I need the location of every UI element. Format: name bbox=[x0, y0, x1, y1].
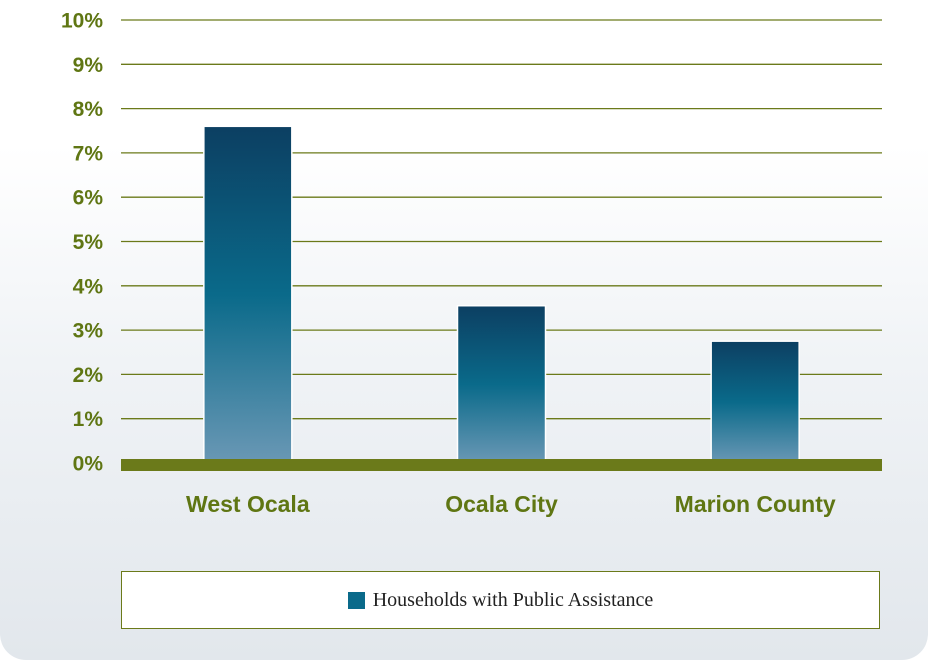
bars bbox=[203, 125, 800, 464]
legend-swatch bbox=[347, 591, 365, 609]
x-axis bbox=[121, 459, 882, 471]
x-axis-baseline bbox=[121, 459, 882, 471]
y-tick-label: 5% bbox=[73, 231, 104, 254]
bar-chart: 0% 1% 2% 3% 4% 5% 6% 7% 8% 9% 10% West Ocala Ocala … bbox=[61, 10, 882, 517]
bar bbox=[203, 125, 293, 464]
category-labels: West Ocala Ocala City Marion County bbox=[186, 491, 836, 517]
legend: Households with Public Assistance bbox=[121, 571, 880, 629]
y-tick-label: 3% bbox=[73, 320, 104, 343]
category-label: West Ocala bbox=[186, 491, 310, 517]
y-tick-label: 6% bbox=[73, 187, 104, 210]
bar bbox=[710, 340, 800, 464]
legend-label: Households with Public Assistance bbox=[372, 588, 654, 611]
category-label: Ocala City bbox=[445, 491, 558, 517]
y-tick-label: 7% bbox=[73, 142, 104, 165]
y-tick-label: 9% bbox=[73, 54, 104, 77]
y-tick-label: 10% bbox=[61, 10, 103, 33]
y-tick-label: 4% bbox=[73, 275, 104, 298]
category-label: Marion County bbox=[675, 491, 836, 517]
y-tick-label: 1% bbox=[73, 408, 104, 431]
y-tick-label: 2% bbox=[73, 364, 104, 387]
bar bbox=[456, 304, 547, 464]
y-tick-label: 8% bbox=[73, 98, 104, 121]
y-tick-labels: 0% 1% 2% 3% 4% 5% 6% 7% 8% 9% 10% bbox=[61, 10, 103, 476]
y-tick-label: 0% bbox=[73, 453, 104, 476]
